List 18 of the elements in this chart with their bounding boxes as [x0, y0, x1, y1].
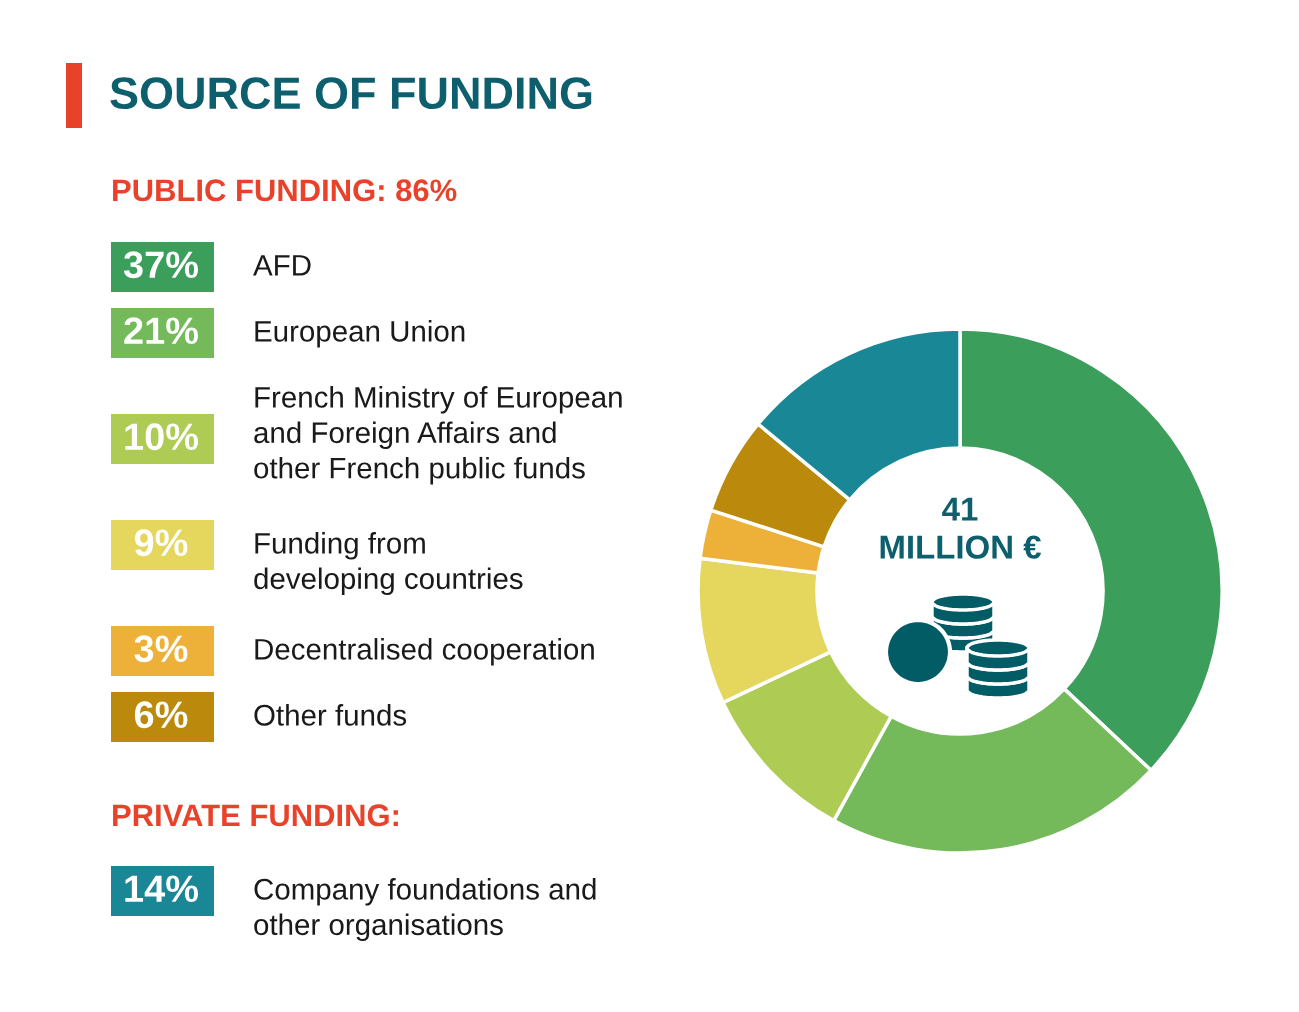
legend-label: European Union: [255, 320, 465, 348]
legend-label: Other funds: [254, 704, 407, 726]
legend-label: Company foundations and other organisations: [254, 878, 596, 941]
text: 41 MILLION €: [880, 497, 1042, 559]
data-label: 14%: [125, 875, 199, 903]
data-label: 10%: [125, 423, 199, 451]
legend-label: AFD: [253, 255, 311, 276]
chart-title: SOURCE OF FUNDING: [110, 77, 592, 110]
legend-label: Decentralised cooperation: [255, 638, 594, 666]
text: PUBLIC FUNDING: 86%: [113, 179, 457, 202]
legend-label: Funding from developing countries: [254, 532, 523, 595]
text: PRIVATE FUNDING:: [113, 804, 398, 827]
data-label: 21%: [124, 317, 199, 345]
data-label: 37%: [123, 251, 199, 279]
data-label: 3%: [134, 635, 188, 663]
data-label: 6%: [134, 701, 188, 729]
data-label: 9%: [134, 529, 188, 557]
legend-label: French Ministry of European and Foreign Affairs and other French public funds: [254, 386, 622, 485]
